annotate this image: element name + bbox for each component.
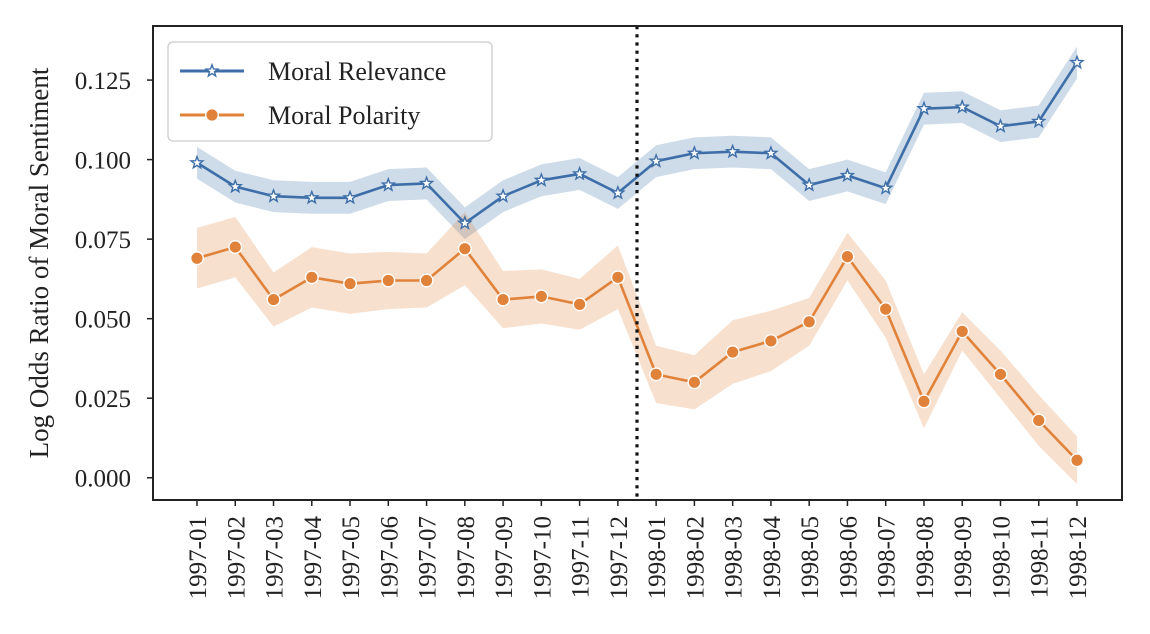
moral-relevance-point (533, 172, 550, 187)
moral-relevance-point (380, 176, 397, 192)
moral-polarity-point (878, 302, 893, 317)
moral-polarity-point (496, 292, 511, 307)
moral-relevance-point (610, 184, 626, 200)
moral-polarity-point (266, 292, 281, 307)
moral-polarity-point (840, 249, 855, 264)
x-tick-label: 1997-11 (568, 516, 595, 598)
moral-polarity-point (802, 314, 817, 329)
x-tick-label: 1997-10 (529, 516, 556, 599)
x-tick-label: 1997-12 (606, 516, 633, 599)
legend-circle-marker (204, 107, 219, 122)
moral-relevance-point (303, 189, 320, 205)
moral-relevance-point (686, 145, 703, 160)
moral-relevance-point (877, 180, 894, 195)
x-tick-label: 1998-11 (1027, 516, 1054, 598)
legend-label: Moral Relevance (268, 57, 446, 86)
legend-circle-marker (204, 107, 219, 122)
y-tick-label: 0.050 (75, 307, 131, 334)
moral-polarity-point (1069, 453, 1084, 468)
x-tick-label: 1997-07 (415, 516, 442, 599)
moral-polarity-point (1031, 413, 1046, 428)
moral-polarity-point (457, 241, 472, 256)
x-tick-label: 1997-03 (262, 516, 289, 599)
x-tick-label: 1998-08 (912, 516, 939, 599)
x-tick-label: 1997-09 (491, 516, 518, 599)
moral-polarity-point (955, 324, 970, 339)
moral-relevance-point (648, 152, 664, 168)
legend-box (167, 41, 493, 142)
moral-polarity-point (993, 367, 1008, 382)
x-tick-label: 1998-05 (797, 516, 824, 599)
x-tick-label: 1998-06 (835, 516, 862, 599)
x-tick-label: 1998-07 (874, 516, 901, 599)
y-tick-label: 0.075 (75, 227, 131, 254)
moral-polarity-point (610, 270, 625, 285)
moral-polarity-point (649, 367, 664, 382)
moral-polarity-point (725, 345, 740, 360)
x-tick-label: 1998-01 (644, 516, 671, 599)
moral-relevance-point (227, 178, 244, 194)
moral-relevance-point (1030, 113, 1047, 129)
moral-polarity-point (381, 273, 396, 288)
series-markers (189, 54, 1085, 468)
y-axis-ticks: 0.000 0.025 0.050 0.075 0.100 0.125 (75, 68, 153, 493)
moral-relevance-point (801, 176, 817, 192)
moral-relevance-line (196, 61, 1079, 225)
moral-polarity-point (189, 251, 204, 266)
y-tick-label: 0.025 (75, 386, 131, 413)
x-tick-label: 1998-04 (759, 516, 786, 600)
legend-star-marker (204, 62, 220, 78)
moral-relevance-point (495, 187, 511, 203)
moral-relevance-point (457, 215, 473, 230)
moral-polarity-point (304, 270, 319, 285)
moral-polarity-point (916, 394, 931, 409)
moral-relevance-point (916, 100, 932, 116)
legend-star-marker (204, 62, 220, 78)
x-tick-label: 1998-03 (721, 516, 748, 599)
x-tick-label: 1997-05 (338, 516, 365, 599)
moral-relevance-point (724, 143, 741, 159)
moral-relevance-point (954, 98, 971, 114)
y-tick-label: 0.125 (75, 68, 131, 95)
y-axis-label: Log Odds Ratio of Moral Sentiment (24, 67, 54, 458)
x-tick-label: 1998-02 (682, 516, 709, 599)
moral-relevance-point (189, 154, 205, 170)
moral-relevance-point (992, 118, 1009, 133)
x-tick-label: 1998-10 (988, 516, 1015, 599)
plot-frame (152, 25, 1123, 501)
y-tick-label: 0.000 (75, 466, 131, 493)
legend-label: Moral Polarity (268, 101, 420, 130)
moral-relevance-point (763, 145, 779, 160)
moral-polarity-point (534, 289, 549, 304)
x-tick-label: 1997-04 (300, 516, 327, 600)
moral-relevance-point (839, 167, 856, 183)
moral-polarity-point (763, 333, 778, 348)
x-axis-ticks: 1997-01 1997-02 1997-03 1997-04 1997-05 1997-… (185, 500, 1092, 599)
moral-relevance-point (418, 175, 435, 191)
moral-polarity-point (343, 276, 358, 291)
moral-polarity-point (419, 273, 434, 288)
x-tick-label: 1998-12 (1065, 516, 1092, 599)
moral-relevance-point (571, 165, 588, 181)
x-tick-label: 1997-08 (453, 516, 480, 599)
moral-relevance-point (1069, 54, 1085, 70)
x-tick-label: 1998-09 (950, 516, 977, 599)
moral-relevance-point (265, 187, 282, 203)
x-tick-label: 1997-01 (185, 516, 212, 599)
x-tick-label: 1997-06 (376, 516, 403, 599)
moral-relevance-confidence-band (197, 46, 1077, 240)
moral-polarity-point (228, 240, 243, 255)
x-tick-label: 1997-02 (223, 516, 250, 599)
y-tick-label: 0.100 (75, 148, 131, 175)
legend: Moral Relevance Moral Polarity (167, 41, 493, 142)
moral-polarity-point (687, 375, 702, 390)
moral-relevance-point (342, 189, 358, 205)
moral-polarity-point (572, 297, 587, 312)
